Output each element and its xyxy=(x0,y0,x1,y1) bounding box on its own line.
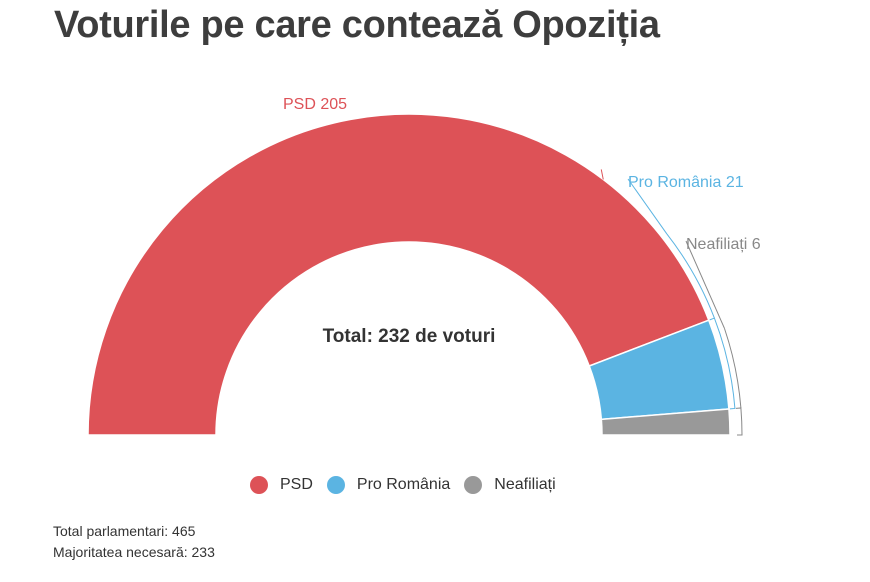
data-label: Pro România 21 xyxy=(628,174,744,191)
legend-item-neafiliati[interactable]: Neafiliați xyxy=(464,476,556,494)
data-label: PSD 205 xyxy=(283,96,347,113)
legend-item-psd[interactable]: PSD xyxy=(250,476,313,494)
legend-dot xyxy=(464,476,483,494)
slice-0[interactable] xyxy=(87,113,710,436)
legend-label: Pro România xyxy=(356,476,451,493)
bracket-line xyxy=(735,407,743,436)
legend-item-pro-romania[interactable]: Pro România xyxy=(326,476,451,494)
legend-dot xyxy=(326,476,345,494)
bracket-line xyxy=(709,317,736,410)
data-label: Neafiliați 6 xyxy=(686,236,761,253)
leader-line xyxy=(685,240,725,329)
bracket-line xyxy=(666,233,715,319)
chart-title: Voturile pe care contează Opoziția xyxy=(54,4,660,46)
leader-line xyxy=(627,178,668,235)
legend: PSD Pro România Neafiliați xyxy=(250,476,570,494)
majoritate-necesara: Majoritatea necesară: 233 xyxy=(53,544,215,560)
leader-line xyxy=(600,169,604,180)
legend-label: Neafiliați xyxy=(494,476,556,493)
legend-dot xyxy=(250,476,268,494)
total-parlamentari: Total parlamentari: 465 xyxy=(53,523,196,539)
notes: Total parlamentari: 465 Majoritatea nece… xyxy=(53,521,215,563)
slice-2[interactable] xyxy=(600,408,731,436)
legend-label: PSD xyxy=(280,476,313,493)
center-label: Total: 232 de voturi xyxy=(323,326,496,347)
bracket-line xyxy=(724,328,742,409)
